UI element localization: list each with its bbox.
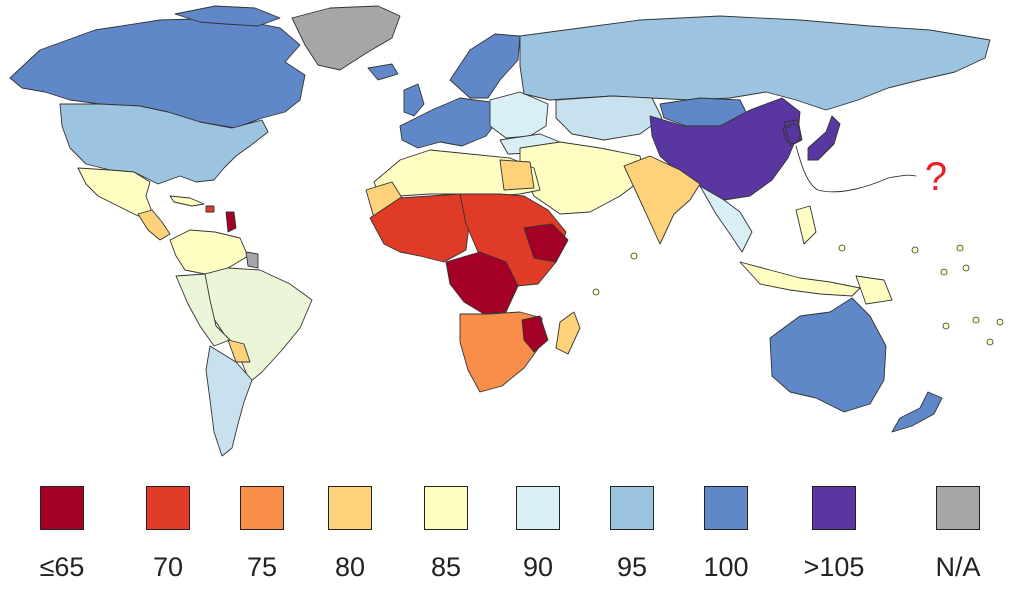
region-arctic-islands [174,5,281,27]
legend-swatch [936,486,980,530]
legend: ≤65 70 75 80 85 90 95 100 >105 N/A [0,486,1024,596]
region-guianas [245,251,259,269]
legend-label: 90 [522,552,554,582]
annotation-line [795,145,917,193]
legend-label: 85 [430,552,462,582]
region-cuba [169,195,205,207]
region-australia [769,297,887,413]
island [911,246,919,254]
region-southern-africa [459,311,543,393]
region-india [623,155,701,245]
region-central-asia [555,95,663,141]
legend-item: N/A [913,486,1003,583]
legend-label: >105 [803,552,865,582]
legend-label: 95 [616,552,648,582]
region-sahel-east-africa [459,193,567,287]
legend-swatch [516,486,560,530]
region-russia [519,15,991,111]
island [972,316,980,324]
legend-item: 100 [681,486,771,583]
region-north-africa [373,149,541,199]
legend-label: 70 [152,552,184,582]
island [962,264,970,272]
legend-swatch [40,486,84,530]
region-colombia-venezuela [169,229,249,275]
region-new-zealand [891,391,943,433]
region-madagascar [555,311,581,355]
legend-label: 80 [334,552,366,582]
legend-item: 80 [305,486,395,583]
region-iceland [367,63,399,81]
annotation-circle [783,123,801,144]
region-haiti [205,205,215,213]
region-indonesia [739,261,861,297]
legend-swatch [812,486,856,530]
region-scandinavia [449,33,521,99]
island [940,268,948,276]
region-papua [855,275,893,305]
legend-item: >105 [789,486,879,583]
legend-label: 100 [703,552,749,582]
region-argentina-chile [205,345,253,457]
annotation-scribble [783,123,917,193]
legend-item: 70 [123,486,213,583]
region-central-america [137,209,171,241]
region-mozambique [521,315,549,353]
legend-label: 75 [246,552,278,582]
island [838,244,846,252]
legend-item: 95 [587,486,677,583]
island [592,288,600,296]
legend-swatch [240,486,284,530]
legend-swatch [146,486,190,530]
legend-swatch [704,486,748,530]
legend-swatch [328,486,372,530]
region-west-africa [369,193,471,263]
legend-item: ≤65 [17,486,107,583]
legend-swatch [424,486,468,530]
legend-item: 90 [493,486,583,583]
region-central-africa [445,251,519,315]
legend-item: 85 [401,486,491,583]
region-canada-alaska [9,17,306,129]
legend-swatch [610,486,654,530]
region-usa [59,103,269,185]
region-greenland [291,5,401,71]
region-eastern-europe [489,91,549,139]
island [986,338,994,346]
region-horn-of-africa [523,223,569,263]
annotation-question-mark: ? [925,155,947,199]
legend-label: ≤65 [39,552,85,582]
island [996,318,1004,326]
region-middle-east [519,141,645,215]
region-egypt [499,159,535,191]
legend-label: N/A [935,552,981,582]
region-japan [807,115,841,161]
region-paraguay [227,339,251,363]
world-map: ? [9,5,1004,457]
legend-item: 75 [217,486,307,583]
island [942,322,950,330]
island [630,252,638,260]
region-southeast-asia [699,185,753,253]
region-philippines [795,205,817,245]
region-peru-bolivia [175,273,231,347]
island [956,244,964,252]
region-uk [403,83,425,117]
region-lesser-antilles [225,211,237,233]
region-western-europe [399,97,499,149]
